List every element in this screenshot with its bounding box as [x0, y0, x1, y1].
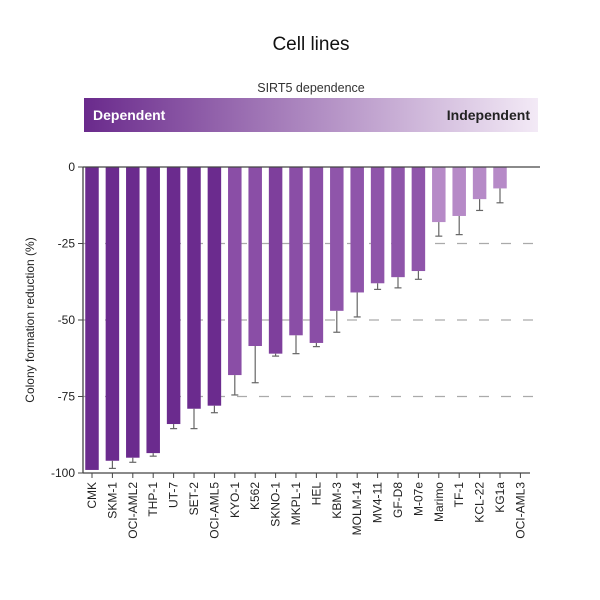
- bar-skm-1: [105, 167, 120, 461]
- bar-m-07e: [411, 167, 426, 272]
- bar-kcl-22: [472, 167, 487, 200]
- bar-molm-14: [350, 167, 364, 293]
- bar-marimo: [432, 167, 446, 223]
- x-tick-label: KYO-1: [228, 482, 242, 518]
- x-tick-label: MKPL-1: [289, 482, 303, 526]
- x-tick-label: TF-1: [452, 482, 466, 508]
- legend-right-label: Independent: [447, 107, 531, 123]
- x-tick-label: SET-2: [187, 482, 201, 516]
- x-tick-label: CMK: [85, 482, 99, 509]
- bar-thp-1: [146, 167, 160, 454]
- x-tick-label: K562: [248, 482, 262, 510]
- x-tick-label: M-07e: [411, 482, 425, 516]
- bar-set-2: [187, 167, 201, 409]
- y-tick-label: -25: [58, 237, 76, 251]
- x-tick-label: KCL-22: [473, 482, 487, 523]
- y-axis-label: Colony formation reduction (%): [23, 237, 37, 402]
- x-tick-label: OCI-AML5: [207, 482, 221, 539]
- bar-ut-7: [166, 167, 181, 425]
- bar-mkpl-1: [289, 167, 303, 336]
- dependence-gradient-bar: [84, 98, 538, 132]
- bar-skno-1: [268, 167, 283, 354]
- legend-title: SIRT5 dependence: [257, 81, 365, 95]
- y-tick-label: -75: [58, 390, 76, 404]
- legend-left-label: Dependent: [93, 107, 166, 123]
- x-tick-label: OCI-AML2: [126, 482, 140, 539]
- bar-mv4-11: [370, 167, 385, 284]
- x-tick-label: UT-7: [167, 482, 181, 508]
- bar-cmk: [85, 167, 99, 470]
- x-tick-label: GF-D8: [391, 482, 405, 518]
- bar-oci-aml5: [207, 167, 222, 406]
- y-tick-label: -100: [51, 466, 75, 480]
- bar-kg1a: [493, 167, 507, 189]
- x-tick-label: HEL: [309, 482, 323, 506]
- x-tick-label: KG1a: [493, 482, 507, 513]
- y-tick-label: -50: [58, 313, 76, 327]
- x-tick-label: SKNO-1: [269, 482, 283, 527]
- x-tick-label: Marimo: [432, 482, 446, 522]
- bar-oci-aml2: [126, 167, 140, 458]
- bar-gf-d8: [391, 167, 405, 278]
- y-tick-label: 0: [68, 160, 75, 174]
- x-tick-label: KBM-3: [330, 482, 344, 519]
- x-tick-label: MOLM-14: [350, 482, 364, 536]
- bar-hel: [309, 167, 324, 343]
- x-tick-label: OCI-AML3: [513, 482, 527, 539]
- chart-title: Cell lines: [272, 34, 349, 55]
- x-tick-label: SKM-1: [105, 482, 119, 519]
- bar-kyo-1: [228, 167, 242, 376]
- x-tick-label: MV4-11: [371, 482, 385, 523]
- bar-k562: [248, 167, 262, 347]
- bar-tf-1: [452, 167, 466, 216]
- x-tick-label: THP-1: [146, 482, 160, 517]
- bar-kbm-3: [330, 167, 344, 311]
